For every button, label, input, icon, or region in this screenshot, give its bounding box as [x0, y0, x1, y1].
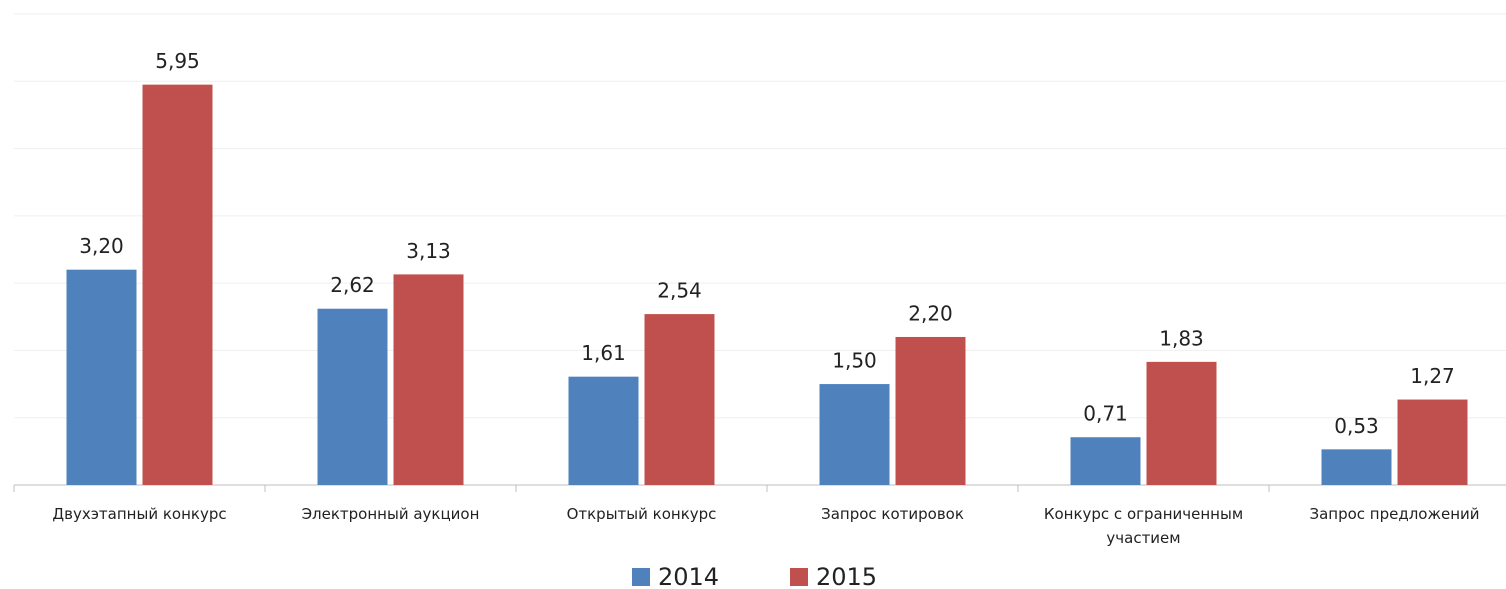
- x-tick-label: Двухэтапный конкурс: [52, 505, 227, 523]
- data-label: 2,20: [908, 301, 953, 325]
- legend-label: 2015: [816, 563, 877, 589]
- x-tick-label: Запрос предложений: [1309, 505, 1480, 523]
- bar: [819, 384, 890, 485]
- bar: [895, 336, 966, 485]
- data-label: 2,54: [657, 279, 702, 303]
- bar: [1321, 449, 1392, 485]
- legend-label: 2014: [658, 563, 719, 589]
- data-label: 2,62: [330, 273, 375, 297]
- data-label: 1,50: [832, 349, 877, 373]
- x-tick-label: Конкурс с ограниченным участием: [1043, 505, 1244, 547]
- bar: [142, 84, 213, 486]
- bar: [1397, 399, 1468, 485]
- data-label: 3,13: [406, 239, 451, 263]
- bar: [1146, 361, 1217, 485]
- bar: [568, 376, 639, 485]
- bar: [317, 308, 388, 485]
- data-label: 3,20: [79, 234, 124, 258]
- bar: [644, 314, 715, 485]
- legend-swatch: [632, 568, 650, 586]
- bar: [66, 269, 137, 485]
- legend-swatch: [790, 568, 808, 586]
- bar: [1070, 437, 1141, 485]
- x-tick-label: Запрос котировок: [821, 505, 964, 523]
- data-label: 0,53: [1334, 414, 1379, 438]
- data-label: 1,27: [1410, 364, 1455, 388]
- data-label: 5,95: [155, 49, 200, 73]
- data-label: 0,71: [1083, 402, 1128, 426]
- data-label: 1,61: [581, 341, 626, 365]
- x-tick-label: Электронный аукцион: [301, 505, 480, 523]
- data-label: 1,83: [1159, 326, 1204, 350]
- bar: [393, 274, 464, 485]
- x-tick-label: Открытый конкурс: [566, 505, 717, 523]
